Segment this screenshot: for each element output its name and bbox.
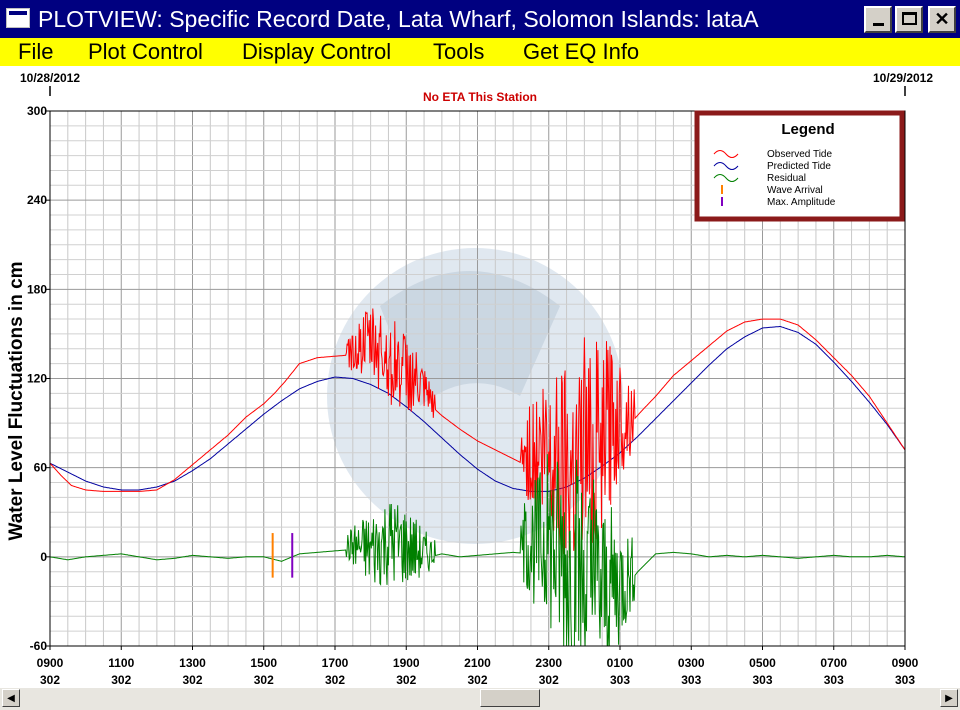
close-icon: ✕ — [934, 9, 950, 29]
y-tick-label: 120 — [27, 372, 47, 386]
maximize-button[interactable] — [895, 6, 923, 33]
tide-chart: -60 0 60 120 180 240 300 0900 302 1100 302 1300 302 1… — [6, 71, 933, 687]
residual-series-line — [49, 454, 905, 647]
legend-swatch-observed-tide — [713, 150, 739, 158]
x-tick-day-label: 302 — [396, 673, 416, 687]
maximize-icon — [902, 12, 917, 25]
window-title: PLOTVIEW: Specific Record Date, Lata Wha… — [38, 6, 759, 32]
legend-swatch-predicted-tide — [713, 162, 739, 170]
chart-axes: -60 0 60 120 180 240 300 0900 302 1100 302 1300 302 1… — [27, 86, 919, 687]
x-tick-day-label: 303 — [681, 673, 701, 687]
scroll-left-button[interactable]: ◀ — [2, 689, 20, 707]
observed-tide-series-line — [49, 308, 906, 559]
x-tick-day-label: 302 — [467, 673, 487, 687]
menu-bar: File Plot Control Display Control Tools … — [0, 38, 960, 66]
predicted-tide-series-line — [49, 326, 906, 492]
x-tick-label: 2300 — [535, 656, 562, 670]
menu-plot-control[interactable]: Plot Control — [88, 39, 203, 64]
x-tick-day-label: 302 — [182, 673, 202, 687]
chart-subtitle: No ETA This Station — [423, 90, 537, 104]
horizontal-scrollbar[interactable]: ◀ ▶ — [0, 688, 960, 710]
legend-frame — [694, 110, 905, 222]
x-tick-label: 0500 — [749, 656, 776, 670]
x-tick-label: 0100 — [607, 656, 634, 670]
legend-label: Observed Tide — [767, 149, 832, 160]
y-tick-label: 300 — [27, 104, 47, 118]
x-tick-label: 1700 — [322, 656, 349, 670]
chart-area: -60 0 60 120 180 240 300 0900 302 1100 302 1300 302 1… — [0, 66, 960, 688]
y-tick-label: 180 — [27, 282, 47, 296]
menu-display-control[interactable]: Display Control — [242, 39, 392, 64]
chart-markers — [271, 533, 294, 578]
legend-title: Legend — [781, 121, 834, 138]
legend-label: Max. Amplitude — [767, 197, 836, 208]
chart-series — [49, 308, 906, 647]
x-tick-day-label: 302 — [325, 673, 345, 687]
y-tick-label: 240 — [27, 193, 47, 207]
scroll-right-button[interactable]: ▶ — [940, 689, 958, 707]
x-tick-label: 0900 — [892, 656, 919, 670]
minimize-icon — [873, 23, 884, 26]
menu-get-eq-info[interactable]: Get EQ Info — [523, 39, 640, 64]
x-tick-day-label: 303 — [824, 673, 844, 687]
x-tick-label: 1300 — [179, 656, 206, 670]
x-tick-day-label: 302 — [539, 673, 559, 687]
date-left-label: 10/28/2012 — [20, 71, 80, 85]
x-tick-day-label: 302 — [111, 673, 131, 687]
scroll-thumb[interactable] — [480, 689, 540, 707]
y-tick-label: 0 — [40, 550, 47, 564]
legend-label: Predicted Tide — [767, 161, 831, 172]
legend-label: Wave Arrival — [767, 185, 823, 196]
x-tick-day-label: 303 — [752, 673, 772, 687]
menu-file[interactable]: File — [18, 39, 54, 64]
legend-label: Residual — [767, 173, 806, 184]
x-tick-label: 1500 — [250, 656, 277, 670]
x-tick-day-label: 302 — [254, 673, 274, 687]
x-tick-label: 0900 — [37, 656, 64, 670]
menu-tools[interactable]: Tools — [433, 39, 485, 64]
y-tick-label: -60 — [30, 639, 48, 653]
app-icon[interactable] — [6, 8, 30, 28]
legend-swatch-residual — [713, 174, 739, 182]
x-tick-label: 0700 — [820, 656, 847, 670]
x-tick-label: 2100 — [464, 656, 491, 670]
y-tick-label: 60 — [34, 461, 48, 475]
title-bar: PLOTVIEW: Specific Record Date, Lata Wha… — [0, 0, 960, 38]
date-right-label: 10/29/2012 — [873, 71, 933, 85]
x-tick-day-label: 303 — [610, 673, 630, 687]
x-tick-label: 1900 — [393, 656, 420, 670]
x-tick-label: 0300 — [678, 656, 705, 670]
x-tick-day-label: 302 — [40, 673, 60, 687]
y-axis-label: Water Level Fluctuations in cm — [6, 261, 27, 540]
close-button[interactable]: ✕ — [928, 6, 956, 33]
x-tick-label: 1100 — [108, 656, 134, 670]
minimize-button[interactable] — [864, 6, 892, 33]
x-tick-day-label: 303 — [895, 673, 915, 687]
